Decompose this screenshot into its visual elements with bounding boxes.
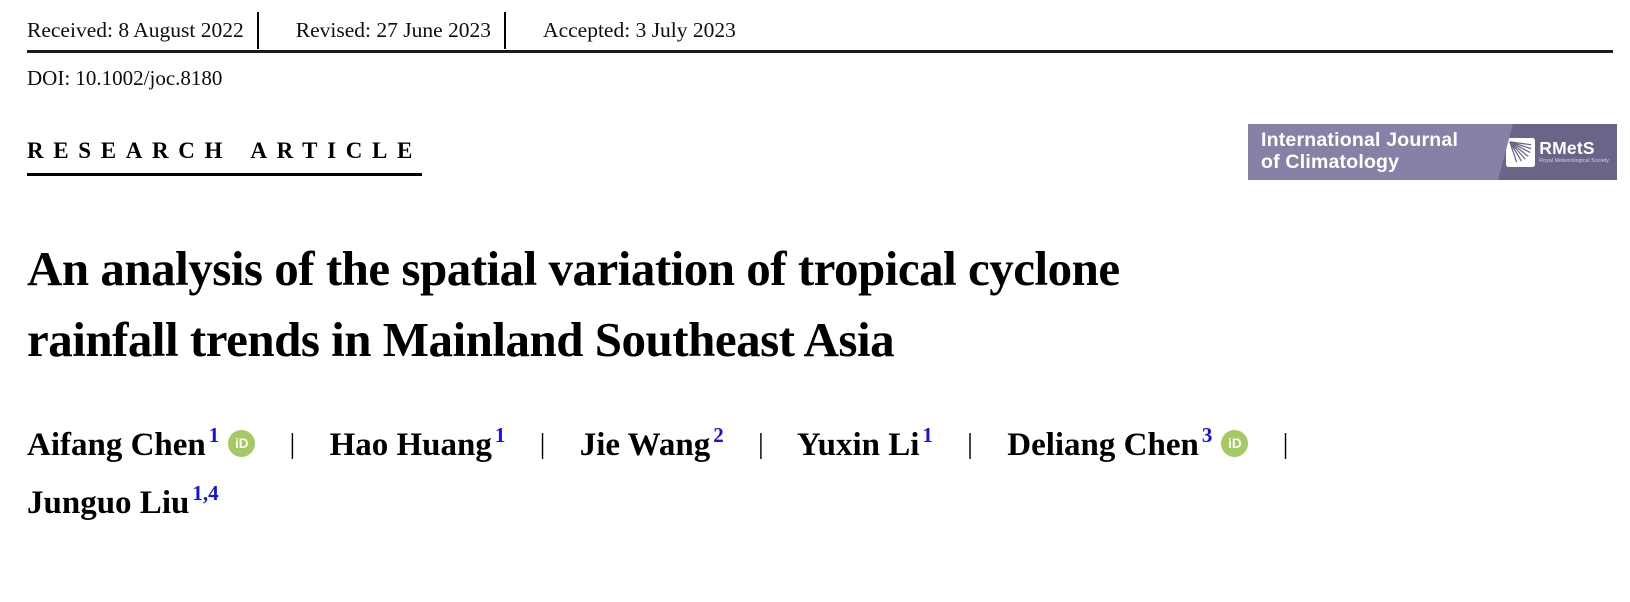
doi: DOI: 10.1002/joc.8180 — [27, 66, 223, 90]
affiliation-superscript: 1,4 — [192, 481, 219, 505]
article-title: An analysis of the spatial variation of … — [27, 233, 1603, 375]
rmets-logo: RMetS Royal Meteorological Society — [1506, 137, 1609, 167]
affiliation-superscript: 3 — [1201, 423, 1213, 447]
affiliation-superscript: 2 — [713, 423, 724, 447]
author-name: Junguo Liu — [27, 485, 190, 521]
author-line-1: Aifang Chen 1 iD | Hao Huang 1 | Jie Wang 2 … — [27, 417, 1603, 475]
author-separator: | — [1282, 428, 1289, 460]
accepted-date: Accepted: 3 July 2023 — [543, 18, 736, 42]
author-name: Jie Wang — [579, 427, 711, 463]
affiliation-superscript: 1 — [922, 423, 933, 447]
dates-divider — [256, 12, 259, 49]
manuscript-dates-bar: Received: 8 August 2022 Revised: 27 June… — [27, 12, 1603, 49]
author-name: Deliang Chen — [1007, 427, 1199, 463]
author-hao-huang: Hao Huang 1 — [329, 425, 506, 464]
author-separator: | — [757, 428, 764, 460]
author-separator: | — [539, 428, 546, 460]
revised-date: Revised: 27 June 2023 — [295, 18, 492, 42]
author-jie-wang: Jie Wang 2 — [579, 425, 724, 464]
author-name: Aifang Chen — [27, 427, 206, 463]
author-aifang-chen: Aifang Chen 1 iD — [27, 425, 256, 463]
author-deliang-chen: Deliang Chen 3 iD — [1007, 425, 1249, 463]
journal-banner: International Journal of Climatology — [1248, 124, 1617, 180]
author-name: Yuxin Li — [796, 427, 920, 463]
affiliation-superscript: 1 — [494, 423, 506, 447]
author-separator: | — [967, 428, 973, 460]
author-yuxin-li: Yuxin Li 1 — [796, 425, 933, 464]
rmets-acronym: RMetS — [1539, 137, 1595, 158]
rmets-society-name: Royal Meteorological Society — [1539, 158, 1609, 165]
orcid-icon[interactable]: iD — [228, 430, 256, 458]
rmets-wordmark: RMetS Royal Meteorological Society — [1539, 137, 1609, 165]
header-rule — [27, 50, 1613, 53]
journal-name: International Journal of Climatology — [1261, 129, 1459, 173]
author-line-2: Junguo Liu 1,4 — [27, 475, 1603, 532]
article-title-line2: rainfall trends in Mainland Southeast As… — [27, 312, 895, 367]
dates-divider — [504, 12, 507, 49]
article-title-line1: An analysis of the spatial variation of … — [27, 241, 1120, 296]
author-name: Hao Huang — [329, 427, 492, 463]
journal-name-line2: of Climatology — [1261, 150, 1400, 173]
author-separator: | — [289, 428, 296, 460]
journal-name-line1: International Journal — [1261, 129, 1459, 151]
received-date: Received: 8 August 2022 — [27, 18, 244, 42]
rmets-fan-icon — [1506, 137, 1536, 167]
society-panel: RMetS Royal Meteorological Society — [1498, 124, 1617, 180]
author-junguo-liu: Junguo Liu 1,4 — [27, 483, 219, 522]
author-list: Aifang Chen 1 iD | Hao Huang 1 | Jie Wang 2 … — [27, 417, 1603, 532]
paper-first-page: Received: 8 August 2022 Revised: 27 June… — [0, 12, 1630, 532]
orcid-icon[interactable]: iD — [1221, 430, 1249, 458]
affiliation-superscript: 1 — [208, 423, 220, 447]
article-type-kicker: RESEARCH ARTICLE — [27, 138, 422, 176]
